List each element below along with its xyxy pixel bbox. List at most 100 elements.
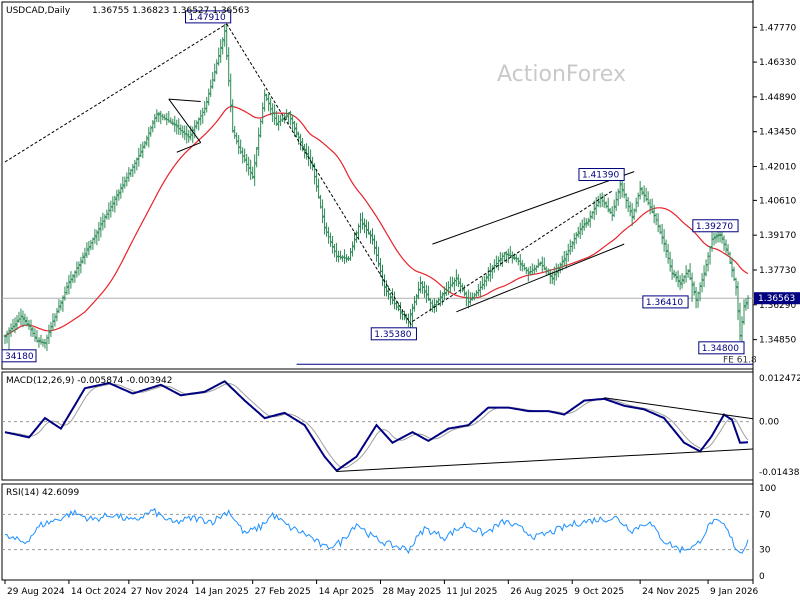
price-bar [169, 117, 173, 124]
price-bar [375, 240, 378, 262]
price-bar [442, 286, 446, 301]
price-bar [572, 233, 576, 249]
price-bar [672, 269, 676, 279]
price-annotation: 1.35380 [370, 327, 417, 341]
price-bar [145, 135, 149, 146]
macd-panel-title: MACD(12,26,9) -0.005874 -0.003942 [6, 376, 172, 386]
price-bar [71, 274, 75, 284]
price-bar [518, 254, 522, 271]
price-bar [594, 197, 598, 215]
price-bar [650, 198, 654, 214]
price-bar [730, 257, 734, 278]
price-bar [205, 96, 209, 113]
price-bar [580, 219, 584, 236]
price-bar [247, 156, 251, 176]
price-bar [500, 252, 504, 268]
price-bar [363, 218, 367, 234]
price-bar [45, 334, 49, 351]
price-bar [125, 172, 129, 187]
price-bar [93, 229, 97, 244]
panel-frame [1, 483, 754, 581]
trendline-layer: FE 61.8 [4, 23, 757, 365]
price-bar [301, 137, 305, 152]
x-tick-label: 27 Nov 2024 [131, 587, 189, 597]
price-bar [333, 243, 337, 258]
price-bar [37, 337, 41, 348]
price-bar [620, 179, 624, 198]
price-bar [323, 208, 327, 235]
price-bar [351, 241, 355, 257]
price-bar [189, 125, 193, 141]
price-bar [576, 226, 580, 238]
price-bar [660, 224, 664, 245]
price-bar [604, 201, 608, 209]
price-bar [365, 219, 369, 239]
price-bar [23, 313, 27, 326]
price-bar [31, 326, 35, 338]
price-bar [209, 79, 213, 97]
price-bar [422, 281, 426, 298]
price-bar [590, 211, 594, 219]
price-bar [414, 293, 418, 306]
price-bar [73, 270, 77, 283]
price-bar [359, 213, 363, 234]
price-bar [211, 71, 215, 89]
price-annotation: 34180 [1, 349, 37, 363]
price-bar [17, 311, 21, 323]
price-bar [243, 148, 247, 163]
price-bar [424, 284, 428, 303]
x-tick-label: 14 Oct 2024 [71, 587, 127, 597]
price-bar [327, 227, 331, 244]
price-bar [293, 120, 297, 137]
price-bar [592, 200, 596, 221]
price-bar [606, 197, 610, 213]
rsi-y-tick-label: 30 [759, 546, 771, 556]
price-bar [265, 93, 269, 102]
price-bar [307, 146, 311, 167]
watermark: ActionForex [497, 62, 626, 87]
price-bar [656, 213, 660, 233]
price-bar [117, 189, 121, 201]
price-bar [153, 113, 157, 129]
price-bar [540, 256, 544, 273]
price-bar [654, 213, 658, 226]
price-bar [355, 230, 359, 243]
price-bar [271, 103, 275, 123]
price-bar [13, 317, 17, 334]
price-bar [598, 193, 602, 208]
price-bar [538, 261, 542, 267]
price-bar [235, 132, 239, 145]
price-bar [49, 321, 53, 338]
price-bar [450, 276, 454, 288]
ohlc-readout: 1.36755 1.36823 1.36527 1.36563 [92, 6, 249, 16]
price-bar [398, 302, 402, 320]
price-bar [155, 109, 159, 123]
price-bar [408, 309, 412, 330]
price-bar [676, 270, 680, 288]
flag-line-bottom [176, 142, 201, 153]
price-bar [97, 221, 101, 242]
price-bar [734, 277, 738, 296]
price-bar [416, 281, 420, 300]
price-bar [708, 246, 712, 265]
rsi-layer [2, 507, 753, 555]
annotation-label: 34180 [5, 352, 34, 362]
price-bar [335, 242, 339, 262]
price-bar [514, 254, 518, 263]
price-bar [616, 188, 620, 206]
price-bar [331, 235, 335, 254]
price-bar [9, 323, 13, 337]
price-bar [662, 229, 666, 252]
price-bar [75, 261, 79, 278]
y-tick-label: 1.36290 [759, 301, 796, 311]
price-bar [367, 221, 371, 235]
price-bar [135, 157, 139, 171]
price-bar [410, 303, 414, 327]
rsi-y-tick-label: 100 [759, 484, 776, 494]
price-annotation: 1.39270 [692, 219, 739, 233]
y-tick-label: 1.47770 [759, 23, 796, 33]
price-bar [496, 256, 500, 271]
macd-signal-line [4, 383, 749, 469]
channel-lower-line [456, 243, 625, 313]
price-bar [361, 212, 365, 230]
